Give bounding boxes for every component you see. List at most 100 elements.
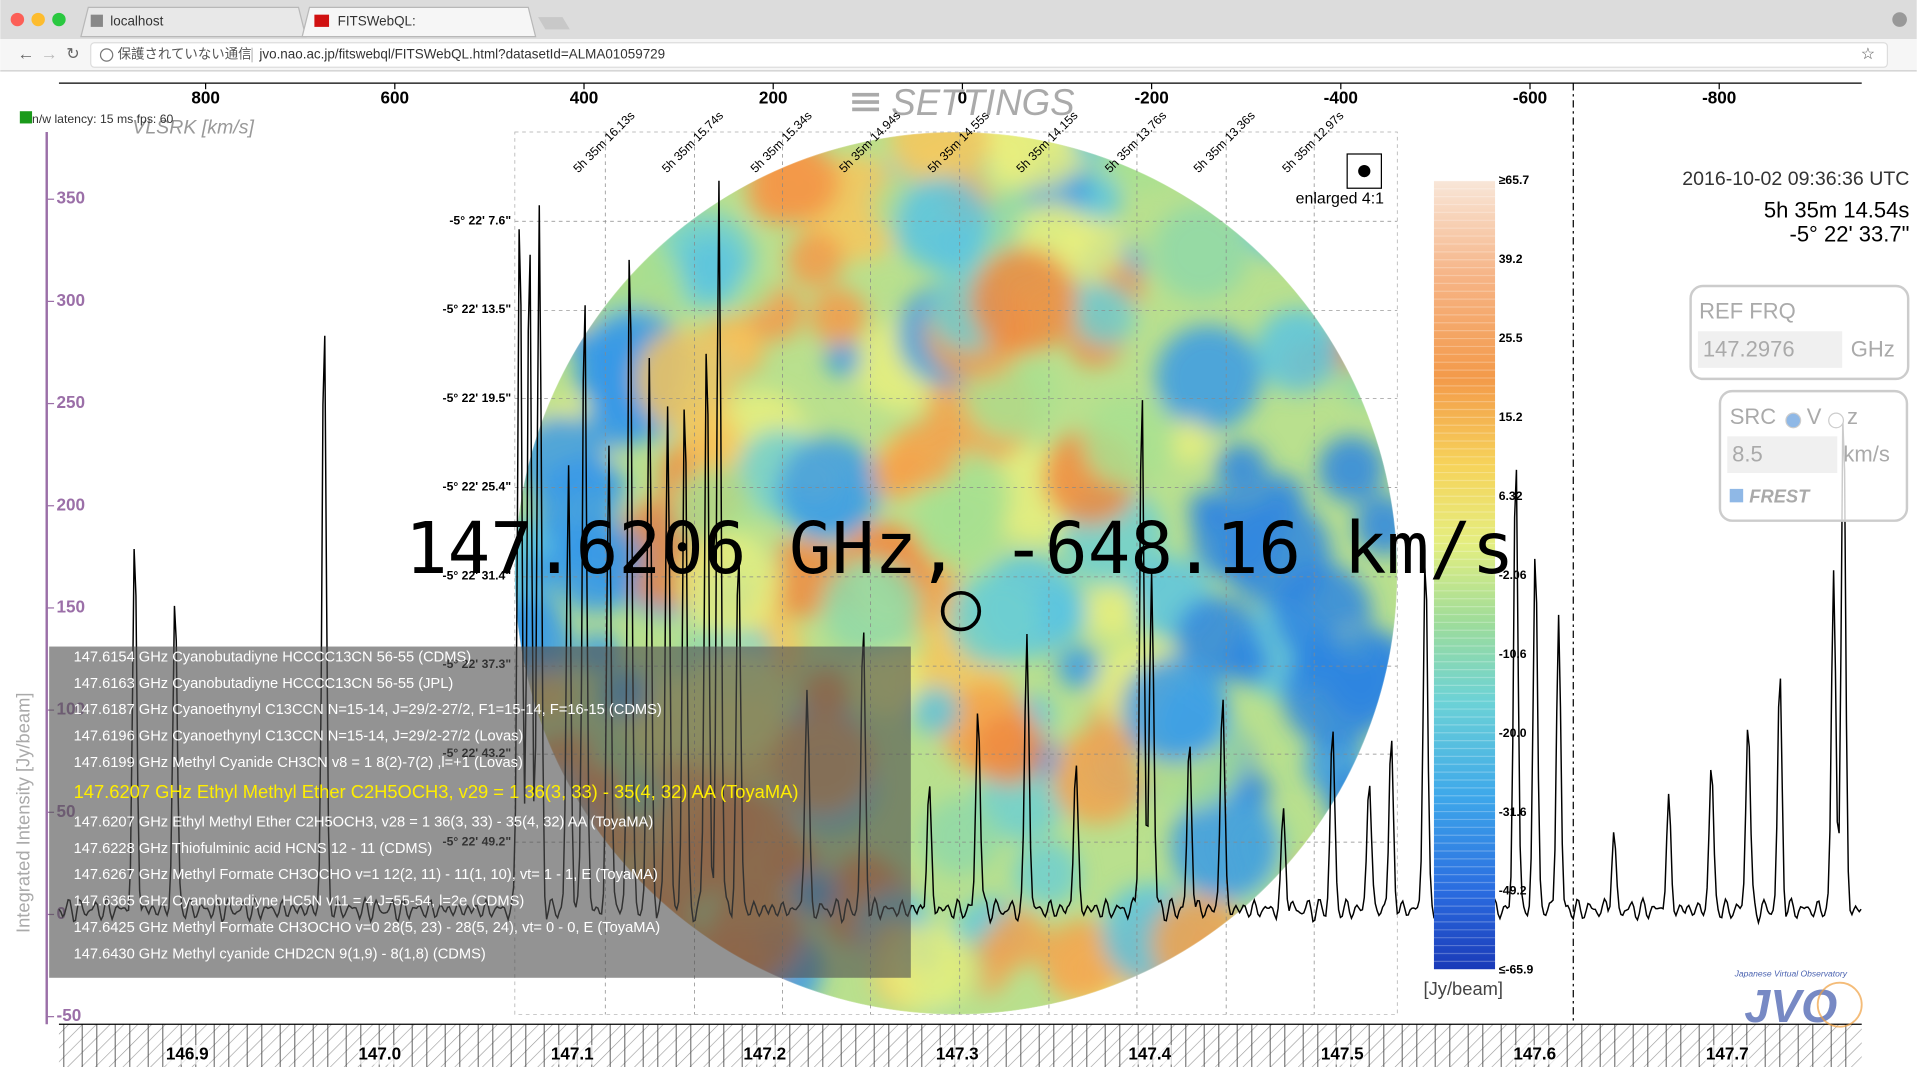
map-texture-blob <box>1291 849 1375 933</box>
dec-label: -5° 22' 7.6" <box>449 213 511 227</box>
map-texture-blob <box>680 237 741 298</box>
checkbox-label[interactable]: FREST <box>1749 485 1811 506</box>
velocity-tick-label: -600 <box>1513 89 1547 108</box>
map-texture-blob <box>973 714 1044 785</box>
map-texture-blob <box>1083 395 1176 488</box>
intensity-axis-label: Integrated Intensity [Jy/beam] <box>13 693 34 933</box>
map-texture-blob <box>810 288 867 345</box>
map-texture-blob <box>1155 325 1261 431</box>
src-value[interactable]: 8.5 <box>1732 442 1763 467</box>
menu-icon-bar <box>852 93 879 97</box>
map-texture-blob <box>1153 204 1249 300</box>
ra-label: 5h 35m 12.97s <box>1279 108 1346 175</box>
colorbar-unit: [Jy/beam] <box>1424 978 1503 999</box>
frequency-tick-label: 147.1 <box>551 1044 594 1063</box>
line-entry: 147.6196 GHz Cyanoethynyl C13CCN N=15-14… <box>74 729 524 745</box>
url[interactable]: jvo.nao.ac.jp/fitswebql/FITSWebQL.html?d… <box>258 47 665 62</box>
line-entry-selected: 147.6207 GHz Ethyl Methyl Ether C2H5OCH3… <box>74 781 799 802</box>
dec-label: -5° 22' 25.4" <box>443 480 512 494</box>
map-texture-blob <box>1051 729 1146 824</box>
map-texture-blob <box>1256 308 1340 392</box>
ref-frq-unit: GHz <box>1851 337 1895 362</box>
line-entry: 147.6207 GHz Ethyl Methyl Ether C2H5OCH3… <box>74 814 654 830</box>
frequency-tick-label: 147.3 <box>936 1044 979 1063</box>
ra-label: 5h 35m 15.74s <box>659 108 726 175</box>
map-texture-blob <box>895 176 990 271</box>
cursor-dec: -5° 22' 33.7" <box>1789 222 1909 247</box>
bookmark-star[interactable]: ☆ <box>1861 46 1875 63</box>
line-entry: 147.6154 GHz Cyanobutadiyne HCCCC13CN 56… <box>74 649 472 665</box>
ra-label: 5h 35m 13.76s <box>1102 108 1169 175</box>
intensity-tick-label: 350 <box>57 189 86 208</box>
dec-label: -5° 22' 13.5" <box>443 302 512 316</box>
map-texture-blob <box>1321 629 1417 725</box>
ref-frq-label: REF FRQ <box>1699 299 1796 324</box>
velocity-tick-label: 800 <box>191 89 220 108</box>
velocity-tick-label: -400 <box>1324 89 1358 108</box>
maximize-button[interactable] <box>52 13 65 26</box>
tab-title[interactable]: localhost <box>110 14 163 29</box>
security-label: 保護されていない通信 <box>118 47 252 62</box>
velocity-tick-label: -800 <box>1702 89 1736 108</box>
status-text: n/w latency: 15 ms fps: 60 <box>32 112 173 126</box>
map-texture-blob <box>563 249 617 303</box>
colorbar-tick-label: ≤-65.9 <box>1499 963 1534 977</box>
checkbox[interactable] <box>1730 489 1743 502</box>
map-texture-blob <box>1122 656 1229 763</box>
intensity-tick-label: 200 <box>57 495 86 514</box>
frequency-tick-label: 147.0 <box>358 1044 401 1063</box>
map-texture-blob <box>1350 272 1404 326</box>
frequency-tick-label: 147.4 <box>1128 1044 1171 1063</box>
src-label: SRC <box>1730 404 1777 429</box>
velocity-tick-label: -200 <box>1134 89 1168 108</box>
tab-title[interactable]: FITSWebQL: <box>338 14 416 29</box>
map-texture-blob <box>1169 960 1221 1012</box>
line-entry: 147.6199 GHz Methyl Cyanide CH3CN v8 = 1… <box>74 755 523 771</box>
page: ← → ↻ ☆ localhost FITSWebQL: 保護されていない通信 jvo… <box>0 0 1917 1067</box>
map-texture-blob <box>1345 320 1385 360</box>
map-texture-blob <box>1345 246 1394 295</box>
forward-button[interactable]: → <box>41 45 58 64</box>
map-texture-blob <box>1057 646 1100 689</box>
map-texture-blob <box>1299 941 1358 1000</box>
ref-frq-value[interactable]: 147.2976 <box>1703 337 1795 362</box>
close-button[interactable] <box>11 13 24 26</box>
line-entry: 147.6228 GHz Thiofulminic acid HCNS 12 -… <box>74 841 433 857</box>
minimize-button[interactable] <box>31 13 44 26</box>
map-texture-blob <box>1358 981 1397 1020</box>
map-texture-blob <box>825 340 861 376</box>
map-texture-blob <box>1073 284 1136 347</box>
line-entry: 147.6187 GHz Cyanoethynyl C13CCN N=15-14… <box>74 702 662 718</box>
favicon <box>91 15 103 27</box>
logo-caption: Japanese Virtual Observatory <box>1734 968 1848 978</box>
frequency-tick-label: 147.7 <box>1706 1044 1749 1063</box>
map-texture-blob <box>569 176 637 244</box>
cursor-ra: 5h 35m 14.54s <box>1764 197 1910 222</box>
colorbar-tick-label: 15.2 <box>1499 410 1523 424</box>
profile-icon[interactable] <box>1892 12 1907 27</box>
back-button[interactable]: ← <box>17 45 34 64</box>
logo-name: JVO <box>1744 980 1837 1032</box>
line-entry: 147.6430 GHz Methyl cyanide CHD2CN 9(1,9… <box>74 946 486 962</box>
line-entry: 147.6163 GHz Cyanobutadiyne HCCCC13CN 56… <box>74 676 454 692</box>
favicon <box>314 15 329 27</box>
colorbar-tick-label: 6.32 <box>1499 489 1523 503</box>
map-texture-blob <box>1318 436 1384 502</box>
radio-selected[interactable] <box>1786 413 1801 428</box>
radio-label[interactable]: z <box>1847 404 1858 429</box>
velocity-tick-label: 600 <box>381 89 410 108</box>
menu-icon-bar <box>852 100 879 104</box>
intensity-tick-label: 300 <box>57 291 86 310</box>
dec-label: -5° 22' 19.5" <box>443 391 512 405</box>
intensity-tick-label: 150 <box>57 597 86 616</box>
velocity-tick-label: 200 <box>759 89 788 108</box>
radio-label[interactable]: V <box>1807 404 1822 429</box>
map-texture-blob <box>1357 271 1392 306</box>
reload-button[interactable]: ↻ <box>66 46 79 63</box>
datetime: 2016-10-02 09:36:36 UTC <box>1682 168 1909 190</box>
frequency-tick-label: 147.6 <box>1513 1044 1556 1063</box>
cursor-readout: 147.6206 GHz, -648.16 km/s <box>405 507 1514 590</box>
radio[interactable] <box>1829 413 1844 428</box>
line-entry: 147.6425 GHz Methyl Formate CH3OCHO v=0 … <box>74 920 660 936</box>
src-unit: km/s <box>1843 442 1889 467</box>
